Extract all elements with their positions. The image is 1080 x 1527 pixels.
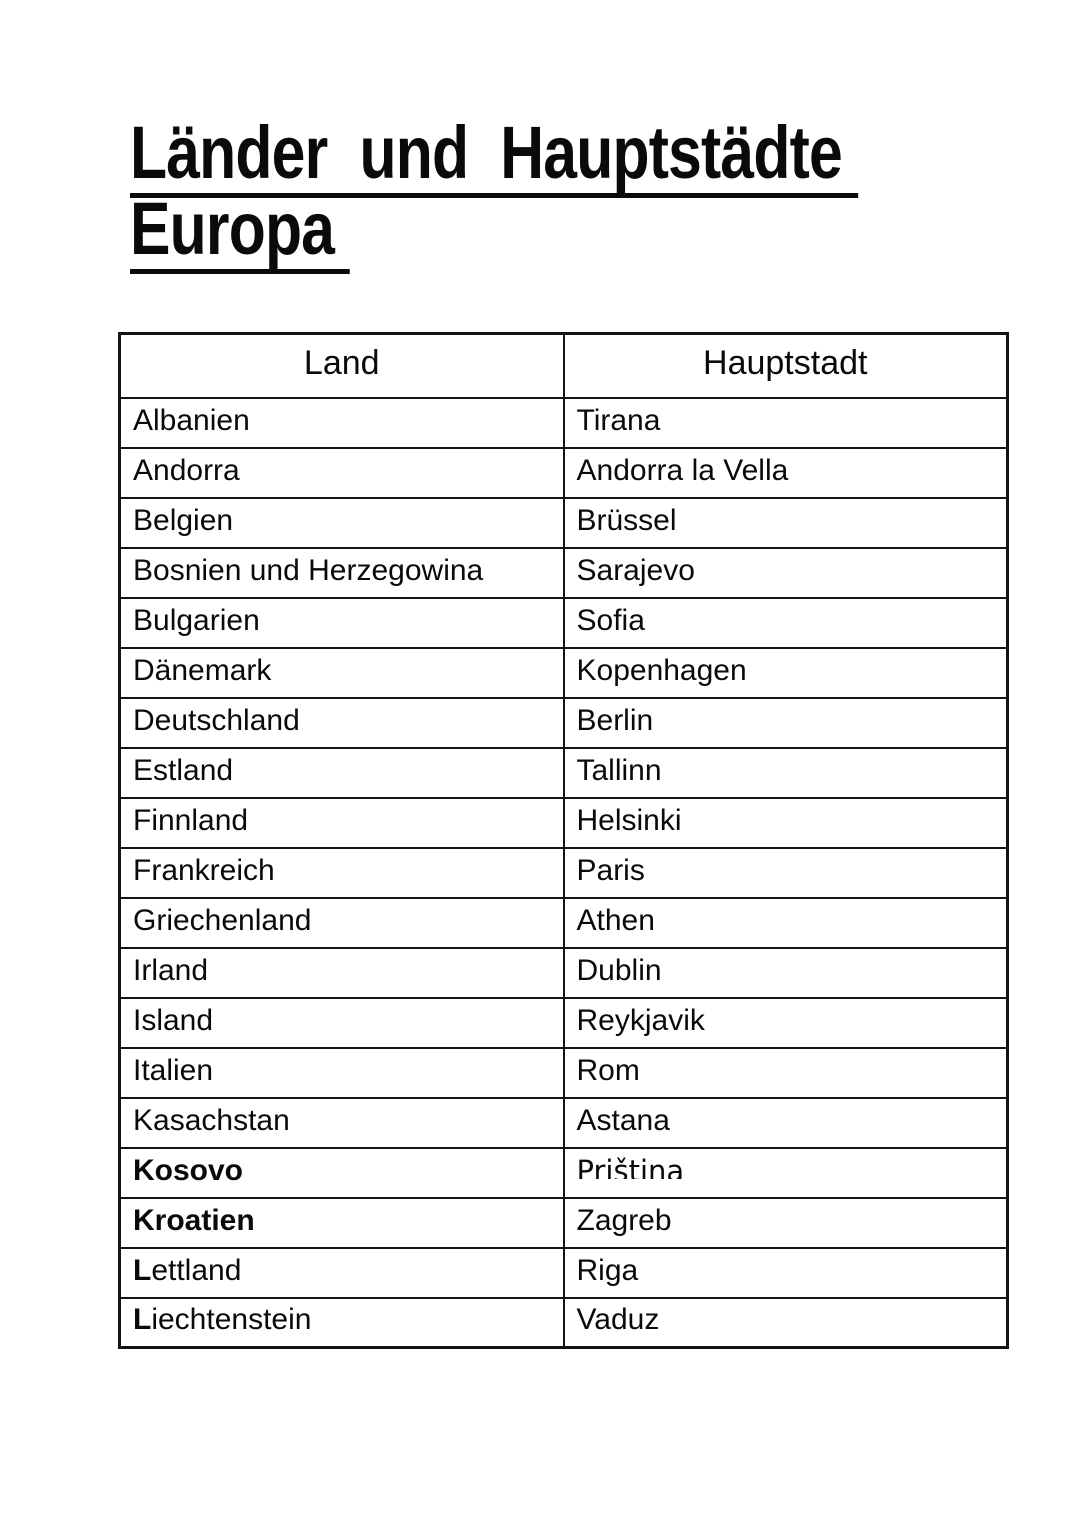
country-cell: Kasachstan <box>118 1096 565 1149</box>
country-cell: Griechenland <box>118 896 565 949</box>
country-cell: Frankreich <box>118 846 565 899</box>
capital-cell: Andorra la Vella <box>562 446 1009 499</box>
table-row: Deutschland Berlin <box>118 696 1009 749</box>
table-row: Finnland Helsinki <box>118 796 1009 849</box>
capital-cell: Brüssel <box>562 496 1009 549</box>
table-row: Bulgarien Sofia <box>118 596 1009 649</box>
capital-cell: Riga <box>562 1246 1009 1299</box>
capital-cell: Sarajevo <box>562 546 1009 599</box>
table-row: Kroatien Zagreb <box>118 1196 1009 1249</box>
page-title-line1: Länder und Hauptstädte <box>130 116 858 198</box>
country-cell: Liechtenstein <box>118 1296 565 1349</box>
country-cell: Albanien <box>118 396 565 449</box>
table-row: Dänemark Kopenhagen <box>118 646 1009 699</box>
table-row: Lettland Riga <box>118 1246 1009 1299</box>
capital-cell: Athen <box>562 896 1009 949</box>
country-cell: Lettland <box>118 1246 565 1299</box>
capital-cell: Paris <box>562 846 1009 899</box>
table-row: Andorra Andorra la Vella <box>118 446 1009 499</box>
capital-cell: Zagreb <box>562 1196 1009 1249</box>
column-header-land: Land <box>118 332 565 399</box>
table-row: Bosnien und Herzegowina Sarajevo <box>118 546 1009 599</box>
country-cell: Bosnien und Herzegowina <box>118 546 565 599</box>
table-header: Land Hauptstadt <box>118 332 1009 399</box>
capital-cell: Dublin <box>562 946 1009 999</box>
capital-cell: Tallinn <box>562 746 1009 799</box>
country-cell: Kosovo <box>118 1146 565 1199</box>
page-title-line2: Europa <box>130 192 351 274</box>
table-row: Kasachstan Astana <box>118 1096 1009 1149</box>
table-row: Italien Rom <box>118 1046 1009 1099</box>
country-cell: Italien <box>118 1046 565 1099</box>
table-row: Belgien Brüssel <box>118 496 1009 549</box>
table-body: Albanien Tirana Andorra Andorra la Vella Bel… <box>118 396 1009 1349</box>
countries-capitals-table: Land Hauptstadt Albanien Tirana Andorra And… <box>118 332 1009 1349</box>
capital-cell: Berlin <box>562 696 1009 749</box>
table-row: Albanien Tirana <box>118 396 1009 449</box>
country-cell: Estland <box>118 746 565 799</box>
country-cell: Deutschland <box>118 696 565 749</box>
table-row: Liechtenstein Vaduz <box>118 1296 1009 1349</box>
capital-cell: Rom <box>562 1046 1009 1099</box>
capital-cell: Helsinki <box>562 796 1009 849</box>
capital-cell: Sofia <box>562 596 1009 649</box>
capital-cell: Reykjavik <box>562 996 1009 1049</box>
country-cell: Belgien <box>118 496 565 549</box>
capital-cell: Vaduz <box>562 1296 1009 1349</box>
capital-cell: Kopenhagen <box>562 646 1009 699</box>
capital-cell: Tirana <box>562 396 1009 449</box>
column-header-hauptstadt: Hauptstadt <box>562 332 1009 399</box>
table-row: Island Reykjavik <box>118 996 1009 1049</box>
country-cell: Dänemark <box>118 646 565 699</box>
country-cell: Andorra <box>118 446 565 499</box>
table-row: Kosovo Priština <box>118 1146 1009 1199</box>
table-row: Griechenland Athen <box>118 896 1009 949</box>
capital-cell: Priština <box>562 1146 1009 1199</box>
table-row: Frankreich Paris <box>118 846 1009 899</box>
whiteout-correction-artifact <box>567 1179 687 1189</box>
country-cell: Bulgarien <box>118 596 565 649</box>
country-cell: Kroatien <box>118 1196 565 1249</box>
capital-cell: Astana <box>562 1096 1009 1149</box>
table-row: Irland Dublin <box>118 946 1009 999</box>
table-row: Estland Tallinn <box>118 746 1009 799</box>
table-header-row: Land Hauptstadt <box>118 332 1009 399</box>
country-cell: Irland <box>118 946 565 999</box>
country-cell: Finnland <box>118 796 565 849</box>
country-cell: Island <box>118 996 565 1049</box>
